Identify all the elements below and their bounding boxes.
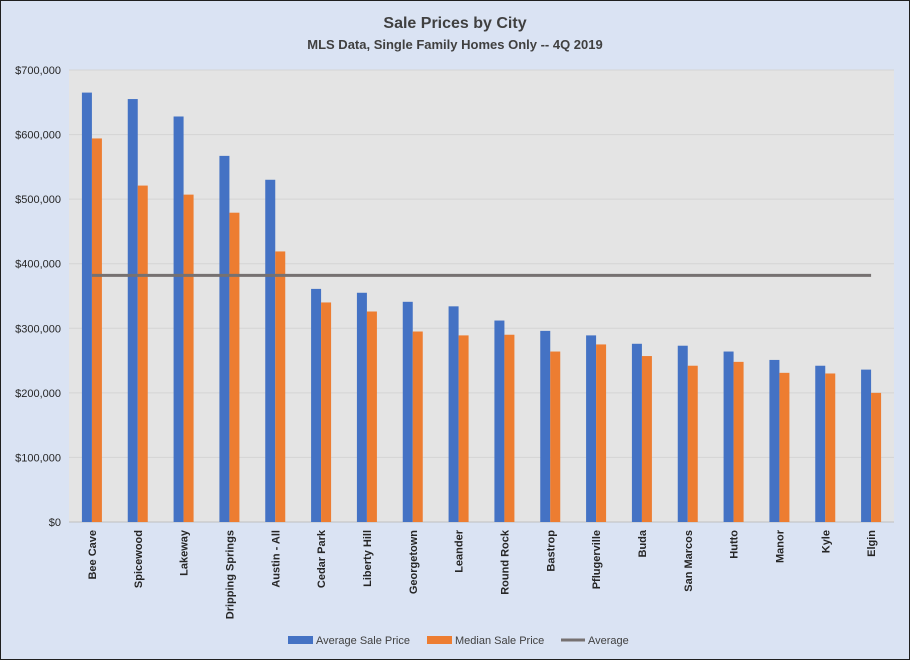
median-sale-price-bar bbox=[366, 311, 377, 522]
x-tick-label: Elgin bbox=[866, 530, 878, 557]
x-tick-label: Spicewood bbox=[133, 530, 145, 588]
median-sale-price-bar bbox=[779, 372, 790, 522]
median-sale-price-bar bbox=[733, 361, 744, 522]
y-tick-label: $0 bbox=[49, 517, 61, 529]
median-sale-price-bar bbox=[458, 335, 469, 522]
median-sale-price-bar bbox=[687, 365, 698, 522]
legend-label: Median Sale Price bbox=[455, 635, 544, 647]
y-tick-label: $200,000 bbox=[15, 388, 61, 400]
average-sale-price-bar bbox=[815, 365, 826, 522]
y-tick-label: $400,000 bbox=[15, 259, 61, 271]
legend-label: Average Sale Price bbox=[316, 635, 410, 647]
x-tick-label: Cedar Park bbox=[316, 529, 328, 588]
x-tick-label: Dripping Springs bbox=[224, 530, 236, 619]
median-sale-price-bar bbox=[412, 331, 423, 522]
y-tick-label: $300,000 bbox=[15, 323, 61, 335]
plot-area bbox=[69, 70, 894, 522]
average-sale-price-bar bbox=[677, 345, 688, 522]
median-sale-price-bar bbox=[641, 356, 652, 522]
legend-label: Average bbox=[588, 635, 629, 647]
x-tick-label: Kyle bbox=[820, 530, 832, 553]
x-tick-label: Hutto bbox=[729, 530, 741, 559]
x-tick-label: Round Rock bbox=[499, 529, 511, 595]
median-sale-price-bar bbox=[321, 302, 332, 522]
median-sale-price-bar bbox=[229, 212, 240, 522]
chart-title: Sale Prices by City bbox=[383, 15, 526, 32]
average-sale-price-bar bbox=[265, 179, 276, 522]
x-tick-label: Buda bbox=[637, 529, 649, 557]
median-sale-price-bar bbox=[596, 344, 607, 522]
average-sale-price-bar bbox=[402, 301, 413, 522]
median-sale-price-bar bbox=[183, 194, 194, 522]
average-sale-price-bar bbox=[311, 288, 322, 522]
y-tick-label: $100,000 bbox=[15, 452, 61, 464]
average-sale-price-bar bbox=[861, 369, 872, 522]
y-tick-label: $600,000 bbox=[15, 130, 61, 142]
median-sale-price-bar bbox=[137, 185, 148, 522]
average-sale-price-bar bbox=[81, 92, 92, 522]
x-tick-label: Pflugerville bbox=[591, 530, 603, 589]
y-tick-label: $500,000 bbox=[15, 194, 61, 206]
x-tick-label: Bastrop bbox=[545, 530, 557, 572]
legend-swatch bbox=[288, 636, 313, 644]
average-sale-price-bar bbox=[219, 155, 230, 522]
average-sale-price-bar bbox=[586, 335, 597, 522]
x-tick-label: San Marcos bbox=[683, 530, 695, 592]
x-tick-label: Georgetown bbox=[408, 530, 420, 594]
average-sale-price-bar bbox=[127, 99, 138, 523]
median-sale-price-bar bbox=[91, 138, 102, 522]
y-tick-label: $700,000 bbox=[15, 65, 61, 77]
x-tick-label: Manor bbox=[774, 529, 786, 563]
average-sale-price-bar bbox=[769, 359, 780, 522]
average-sale-price-bar bbox=[631, 343, 642, 522]
median-sale-price-bar bbox=[504, 334, 515, 522]
average-sale-price-bar bbox=[173, 116, 184, 523]
median-sale-price-bar bbox=[275, 251, 286, 522]
average-sale-price-bar bbox=[723, 351, 734, 522]
x-tick-label: Bee Cave bbox=[87, 530, 99, 580]
chart-subtitle: MLS Data, Single Family Homes Only -- 4Q… bbox=[307, 37, 602, 52]
median-sale-price-bar bbox=[825, 373, 836, 522]
x-tick-label: Lakeway bbox=[179, 529, 191, 576]
legend-average: Average bbox=[561, 635, 629, 647]
legend-average-sale-price: Average Sale Price bbox=[288, 635, 410, 647]
average-sale-price-bar bbox=[356, 292, 367, 522]
x-tick-label: Austin - All bbox=[270, 530, 282, 588]
average-sale-price-bar bbox=[448, 306, 459, 522]
median-sale-price-bar bbox=[550, 351, 561, 522]
x-tick-label: Liberty Hill bbox=[362, 530, 374, 587]
median-sale-price-bar bbox=[871, 392, 882, 522]
average-sale-price-bar bbox=[494, 320, 505, 522]
legend-median-sale-price: Median Sale Price bbox=[427, 635, 544, 647]
legend-swatch bbox=[427, 636, 452, 644]
average-sale-price-bar bbox=[540, 330, 551, 522]
x-tick-label: Leander bbox=[454, 529, 466, 573]
